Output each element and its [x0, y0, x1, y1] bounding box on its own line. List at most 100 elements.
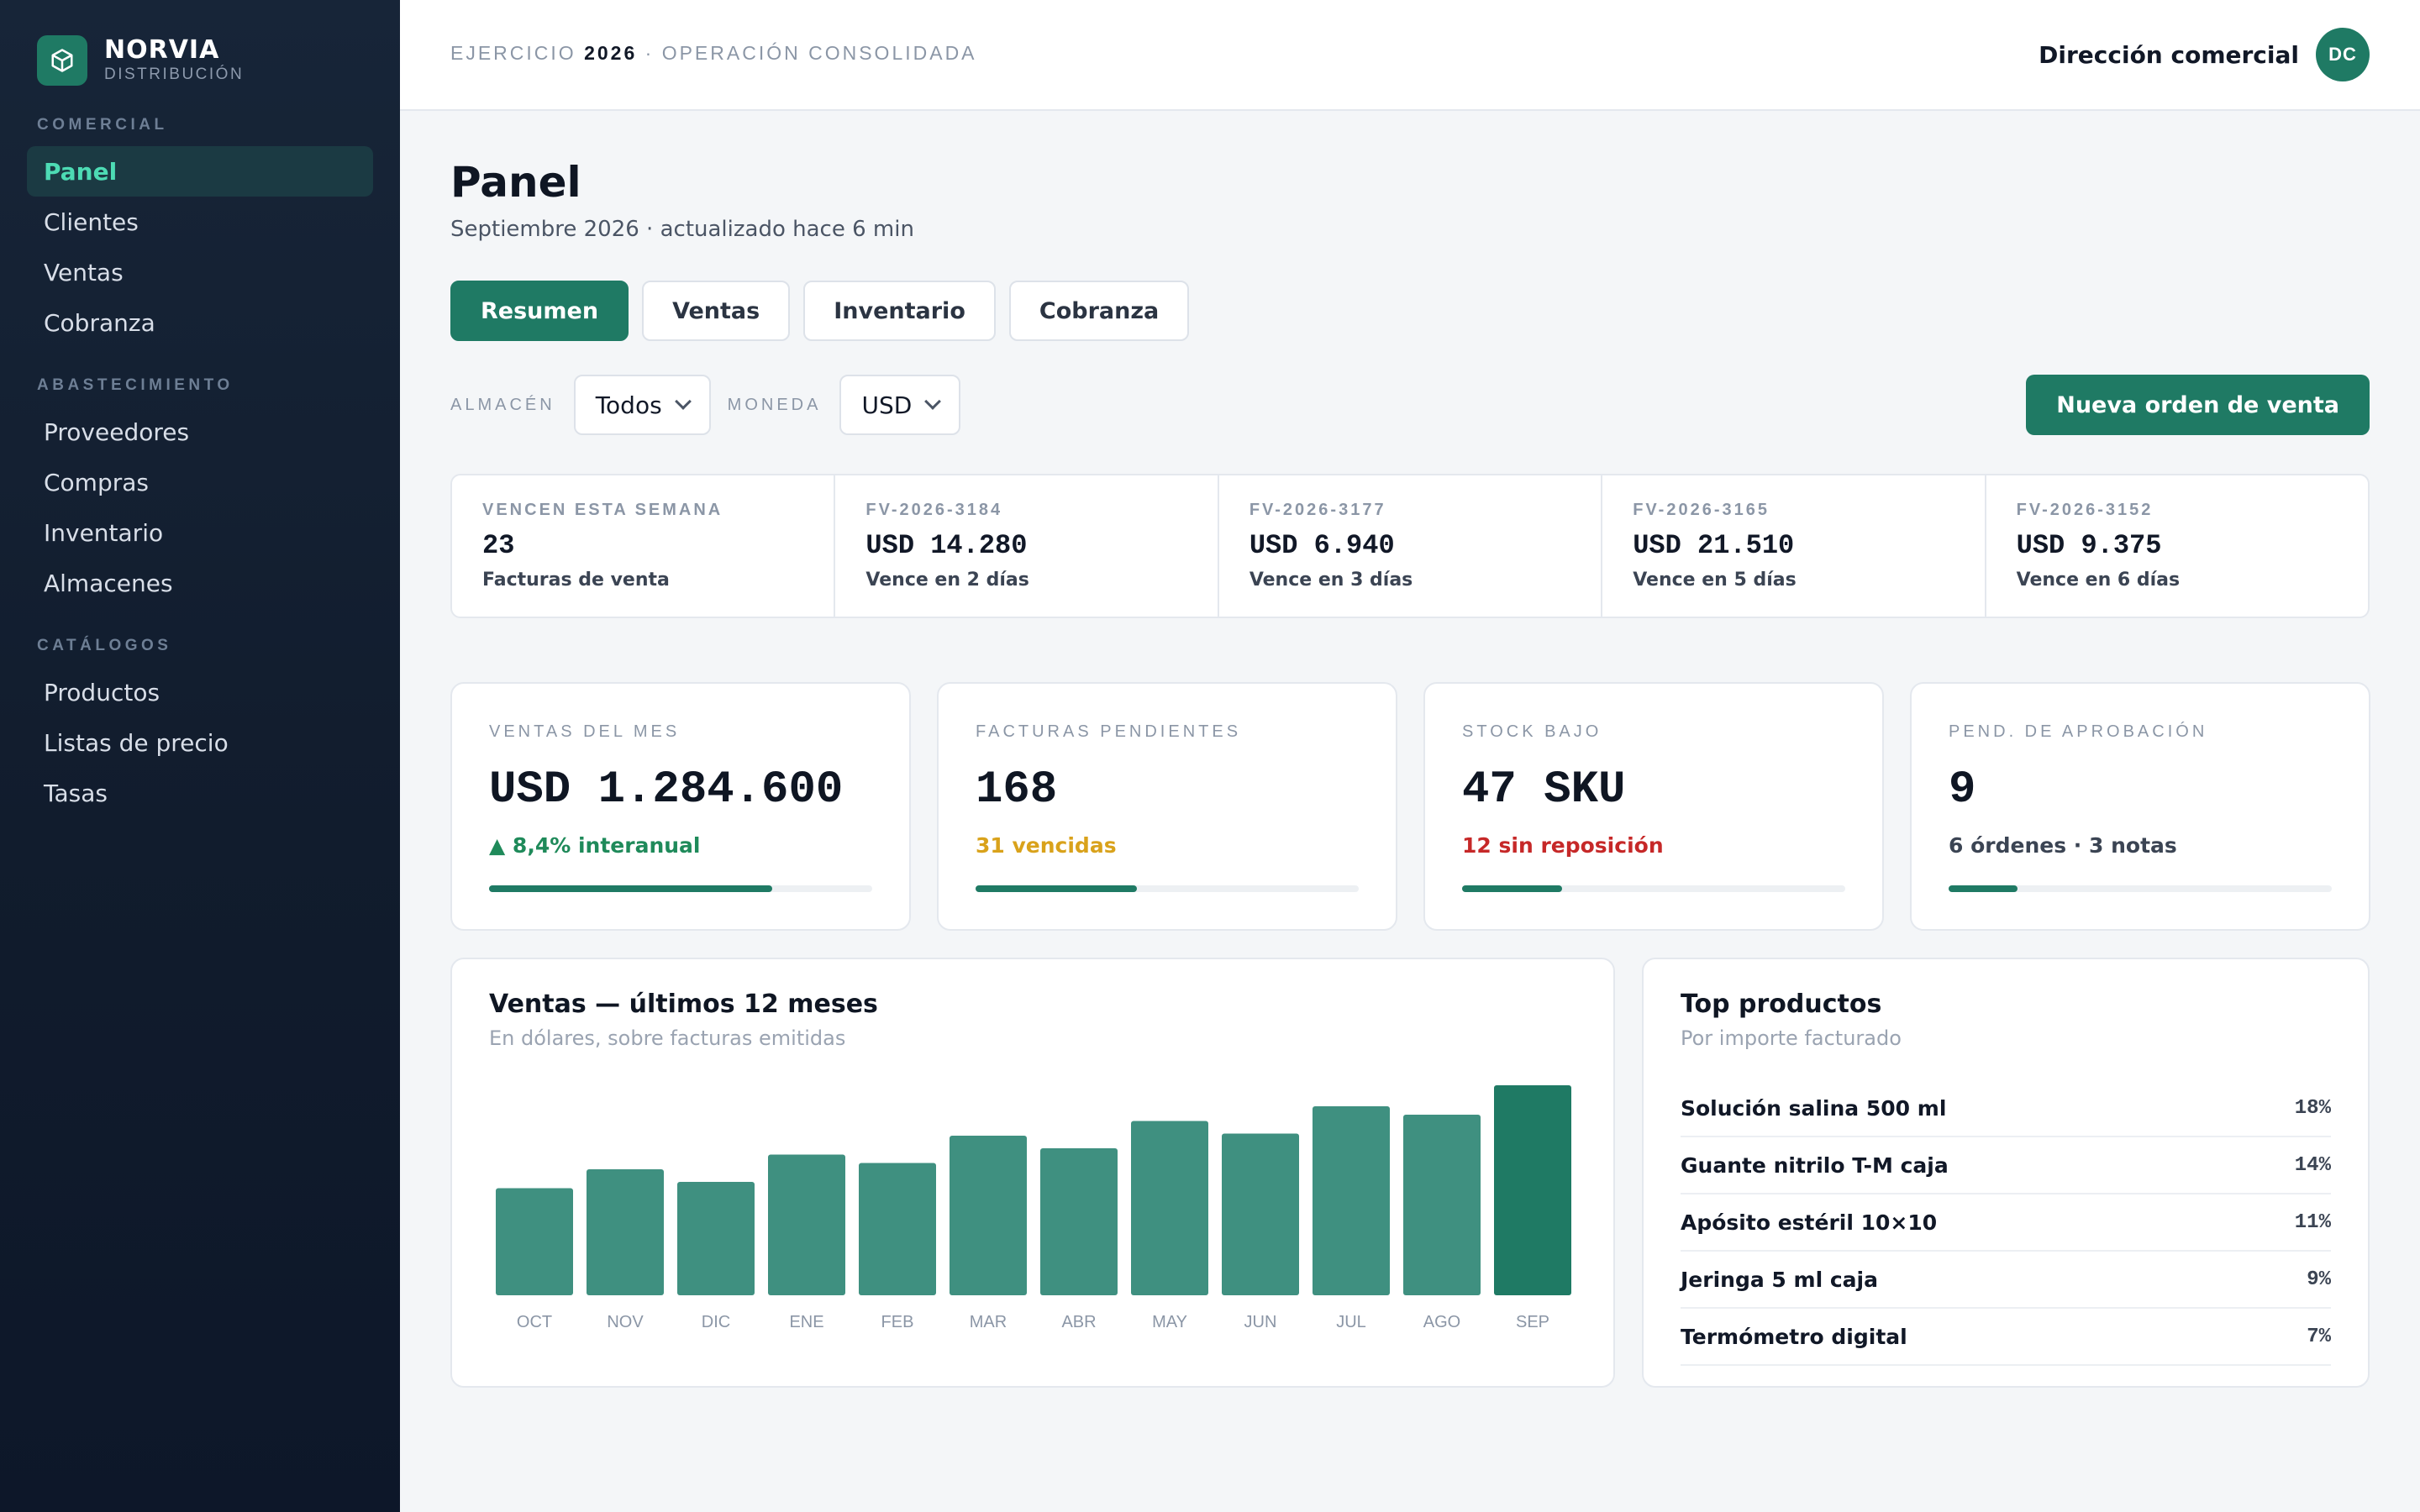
due-invoice[interactable]: FV-2026-3184 USD 14.280 Vence en 2 días	[835, 475, 1219, 617]
kpi-label: STOCK BAJO	[1462, 722, 1602, 741]
kpi-value: USD 1.284.600	[489, 764, 844, 816]
chart-tick-label: AGO	[1423, 1313, 1460, 1331]
user-name: Dirección comercial	[2039, 40, 2299, 69]
currency-select[interactable]: USD	[839, 375, 961, 435]
chart-bar-abr[interactable]	[1040, 1148, 1118, 1295]
sidebar-item-compras[interactable]: Compras	[44, 468, 149, 496]
sidebar-item-panel[interactable]: Panel	[27, 146, 373, 197]
invoice-amount: USD 6.940	[1249, 530, 1395, 561]
chart-bar-jun[interactable]	[1222, 1133, 1299, 1296]
sidebar-item-inventario[interactable]: Inventario	[44, 518, 164, 547]
page-subtitle: Septiembre 2026 · actualizado hace 6 min	[450, 217, 914, 242]
chart-tick-label: NOV	[607, 1313, 644, 1331]
invoice-number: FV-2026-3177	[1249, 501, 1386, 519]
sidebar-item-almacenes[interactable]: Almacenes	[44, 569, 173, 597]
due-value: 23	[482, 530, 515, 561]
sidebar-item-clientes[interactable]: Clientes	[44, 207, 139, 236]
due-note: Facturas de venta	[482, 570, 670, 591]
kpi-card-low-stock[interactable]: STOCK BAJO 47 SKU 12 sin reposición	[1423, 682, 1884, 931]
due-invoices-strip: VENCEN ESTA SEMANA 23 Facturas de venta …	[450, 474, 2370, 618]
invoice-number: FV-2026-3184	[865, 501, 1003, 519]
chart-bar-jul[interactable]	[1313, 1106, 1390, 1295]
sidebar-item-ventas[interactable]: Ventas	[44, 258, 124, 286]
kpi-label: FACTURAS PENDIENTES	[976, 722, 1242, 741]
kpi-card-pending-invoices[interactable]: FACTURAS PENDIENTES 168 31 vencidas	[937, 682, 1397, 931]
kpi-card-pending-approval[interactable]: PEND. DE APROBACIÓN 9 6 órdenes · 3 nota…	[1910, 682, 2370, 931]
chart-bar-ago[interactable]	[1403, 1115, 1481, 1295]
sidebar-item-proveedores[interactable]: Proveedores	[44, 417, 190, 446]
chart-bar-sep[interactable]	[1494, 1085, 1571, 1295]
kpi-value: 47 SKU	[1462, 764, 1626, 816]
kpi-note: 12 sin reposición	[1462, 833, 1664, 858]
product-name: Apósito estéril 10×10	[1681, 1210, 1938, 1235]
due-invoice[interactable]: FV-2026-3165 USD 21.510 Vence en 5 días	[1602, 475, 1986, 617]
chart-tick-label: MAY	[1152, 1313, 1187, 1331]
chart-bar-nov[interactable]	[587, 1169, 664, 1295]
sidebar-item-tasas[interactable]: Tasas	[44, 779, 108, 807]
due-label: VENCEN ESTA SEMANA	[482, 501, 723, 519]
user-menu[interactable]: Dirección comercial DC	[2039, 28, 2370, 81]
kpi-progress-bar	[976, 885, 1359, 892]
tab-cobranza[interactable]: Cobranza	[1008, 281, 1190, 341]
new-sales-order-button[interactable]: Nueva orden de venta	[2026, 375, 2370, 435]
fiscal-suffix: · OPERACIÓN CONSOLIDADA	[637, 42, 977, 64]
chart-tick-label: OCT	[517, 1313, 552, 1331]
top-products-panel: Top productos Por importe facturado Solu…	[1642, 958, 2370, 1388]
due-invoice[interactable]: FV-2026-3177 USD 6.940 Vence en 3 días	[1219, 475, 1603, 617]
chart-bar-feb[interactable]	[859, 1163, 936, 1296]
chart-tick-label: ENE	[789, 1313, 823, 1331]
chart-bar-may[interactable]	[1131, 1121, 1208, 1296]
sidebar-item-cobranza[interactable]: Cobranza	[44, 308, 155, 337]
chart-tick-label: DIC	[702, 1313, 730, 1331]
brand-subtitle: DISTRIBUCIÓN	[104, 66, 245, 83]
brand-name: NORVIA	[104, 35, 220, 65]
chart-tick-label: FEB	[881, 1313, 914, 1331]
tab-ventas[interactable]: Ventas	[642, 281, 791, 341]
invoice-number: FV-2026-3165	[1633, 501, 1770, 519]
invoice-amount: USD 14.280	[865, 530, 1028, 561]
avatar[interactable]: DC	[2316, 28, 2370, 81]
chart-bar-ene[interactable]	[768, 1154, 845, 1296]
warehouse-select[interactable]: Todos	[573, 375, 711, 435]
invoice-due-note: Vence en 6 días	[2016, 570, 2181, 591]
chart-bar-oct[interactable]	[496, 1188, 573, 1296]
chart-bar-dic[interactable]	[677, 1182, 755, 1295]
sidebar-item-productos[interactable]: Productos	[44, 678, 160, 706]
due-invoice[interactable]: FV-2026-3152 USD 9.375 Vence en 6 días	[1986, 475, 2368, 617]
kpi-note: 31 vencidas	[976, 833, 1117, 858]
chart-tick-label: JUL	[1336, 1313, 1366, 1331]
list-item[interactable]: Apósito estéril 10×10 11%	[1681, 1194, 2331, 1252]
sales-chart-title: Ventas — últimos 12 meses	[489, 990, 878, 1019]
kpi-progress-bar	[1949, 885, 2332, 892]
product-name: Jeringa 5 ml caja	[1681, 1267, 1878, 1292]
kpi-progress-bar	[1462, 885, 1845, 892]
kpi-note: ▲ 8,4% interanual	[489, 833, 701, 858]
kpi-progress-bar	[489, 885, 872, 892]
kpi-progress-fill	[1949, 885, 2018, 892]
product-share: 11%	[2294, 1210, 2331, 1234]
invoice-due-note: Vence en 3 días	[1249, 570, 1413, 591]
sales-bar-chart: OCT NOV DIC ENE FEB MAR ABR MAY JUN JUL AGO SEP	[496, 1085, 1571, 1331]
list-item[interactable]: Guante nitrilo T-M caja 14%	[1681, 1137, 2331, 1194]
nav-section-abastecimiento: ABASTECIMIENTO	[37, 376, 234, 394]
list-item[interactable]: Jeringa 5 ml caja 9%	[1681, 1252, 2331, 1309]
tab-inventario[interactable]: Inventario	[803, 281, 996, 341]
list-item[interactable]: Solución salina 500 ml 18%	[1681, 1080, 2331, 1137]
kpi-progress-fill	[1462, 885, 1562, 892]
tab-resumen[interactable]: Resumen	[450, 281, 629, 341]
list-item[interactable]: Termómetro digital 7%	[1681, 1309, 2331, 1366]
sidebar-item-listas-de-precio[interactable]: Listas de precio	[44, 728, 229, 757]
due-summary[interactable]: VENCEN ESTA SEMANA 23 Facturas de venta	[452, 475, 836, 617]
product-share: 14%	[2294, 1153, 2331, 1177]
product-share: 18%	[2294, 1096, 2331, 1120]
kpi-card-sales[interactable]: VENTAS DEL MES USD 1.284.600 ▲ 8,4% inte…	[450, 682, 911, 931]
kpi-progress-fill	[489, 885, 773, 892]
top-products-subtitle: Por importe facturado	[1681, 1026, 1902, 1050]
brand[interactable]: NORVIA DISTRIBUCIÓN	[37, 35, 244, 86]
warehouse-label: ALMACÉN	[450, 395, 555, 414]
product-name: Solución salina 500 ml	[1681, 1095, 1947, 1121]
warehouse-value: Todos	[595, 391, 662, 419]
chart-bar-mar[interactable]	[950, 1136, 1027, 1295]
kpi-value: 168	[976, 764, 1058, 816]
tab-bar: Resumen Ventas Inventario Cobranza	[450, 281, 1190, 341]
